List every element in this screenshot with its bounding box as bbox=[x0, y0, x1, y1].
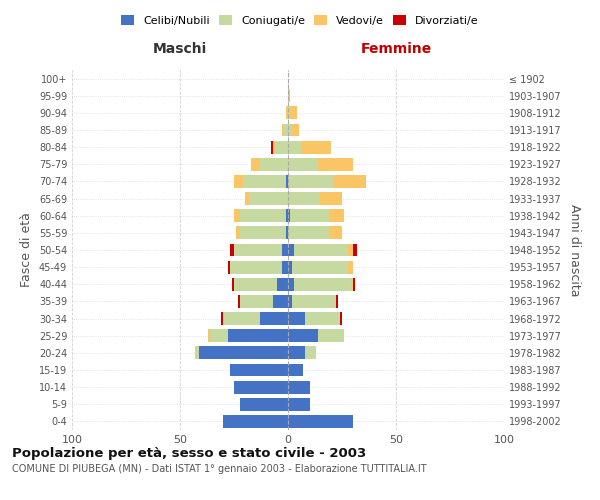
Bar bbox=[288, 278, 295, 290]
Bar bbox=[353, 244, 357, 256]
Bar bbox=[271, 140, 273, 153]
Bar bbox=[281, 124, 284, 136]
Bar bbox=[241, 226, 286, 239]
Bar bbox=[241, 398, 288, 410]
Bar bbox=[230, 260, 281, 274]
Bar bbox=[251, 158, 260, 170]
Bar bbox=[245, 192, 249, 205]
Bar bbox=[286, 210, 288, 222]
Bar bbox=[273, 140, 275, 153]
Bar bbox=[288, 244, 295, 256]
Bar bbox=[295, 278, 350, 290]
Y-axis label: Fasce di età: Fasce di età bbox=[20, 212, 33, 288]
Bar bbox=[238, 295, 241, 308]
Bar bbox=[227, 260, 230, 274]
Bar bbox=[234, 210, 241, 222]
Bar bbox=[288, 415, 353, 428]
Bar bbox=[290, 106, 296, 120]
Bar bbox=[234, 278, 277, 290]
Bar bbox=[288, 124, 292, 136]
Bar bbox=[223, 415, 288, 428]
Bar bbox=[281, 244, 288, 256]
Bar bbox=[281, 260, 288, 274]
Bar bbox=[208, 330, 210, 342]
Bar bbox=[288, 330, 318, 342]
Bar bbox=[236, 226, 241, 239]
Legend: Celibi/Nubili, Coniugati/e, Vedovi/e, Divorziati/e: Celibi/Nubili, Coniugati/e, Vedovi/e, Di… bbox=[117, 10, 483, 30]
Bar bbox=[335, 295, 338, 308]
Bar bbox=[288, 192, 320, 205]
Bar bbox=[288, 364, 303, 376]
Bar bbox=[288, 260, 292, 274]
Bar bbox=[230, 364, 288, 376]
Bar bbox=[288, 295, 292, 308]
Bar bbox=[234, 380, 288, 394]
Bar bbox=[320, 192, 342, 205]
Bar bbox=[232, 278, 234, 290]
Bar bbox=[288, 380, 310, 394]
Bar bbox=[288, 90, 290, 102]
Bar bbox=[241, 295, 273, 308]
Text: Popolazione per età, sesso e stato civile - 2003: Popolazione per età, sesso e stato civil… bbox=[12, 448, 366, 460]
Bar bbox=[286, 106, 288, 120]
Bar bbox=[277, 278, 288, 290]
Text: COMUNE DI PIUBEGA (MN) - Dati ISTAT 1° gennaio 2003 - Elaborazione TUTTITALIA.IT: COMUNE DI PIUBEGA (MN) - Dati ISTAT 1° g… bbox=[12, 464, 427, 474]
Bar bbox=[349, 244, 353, 256]
Bar bbox=[288, 106, 290, 120]
Bar bbox=[288, 210, 290, 222]
Bar bbox=[234, 175, 242, 188]
Bar bbox=[199, 346, 288, 360]
Bar bbox=[234, 244, 281, 256]
Bar bbox=[305, 346, 316, 360]
Bar bbox=[295, 244, 349, 256]
Bar bbox=[227, 330, 288, 342]
Bar bbox=[292, 124, 299, 136]
Bar bbox=[288, 398, 310, 410]
Y-axis label: Anni di nascita: Anni di nascita bbox=[568, 204, 581, 296]
Bar bbox=[242, 175, 286, 188]
Bar bbox=[340, 312, 342, 325]
Bar bbox=[260, 158, 288, 170]
Bar bbox=[288, 226, 329, 239]
Bar bbox=[260, 312, 288, 325]
Bar bbox=[288, 175, 334, 188]
Bar bbox=[329, 210, 344, 222]
Bar bbox=[221, 312, 223, 325]
Bar bbox=[288, 346, 305, 360]
Text: Femmine: Femmine bbox=[361, 42, 431, 56]
Bar bbox=[288, 312, 305, 325]
Bar bbox=[318, 330, 344, 342]
Bar bbox=[286, 226, 288, 239]
Bar bbox=[286, 175, 288, 188]
Bar bbox=[334, 175, 366, 188]
Bar bbox=[210, 330, 227, 342]
Bar bbox=[290, 210, 329, 222]
Bar bbox=[288, 140, 301, 153]
Text: Maschi: Maschi bbox=[153, 42, 207, 56]
Bar bbox=[349, 260, 353, 274]
Bar bbox=[301, 140, 331, 153]
Bar bbox=[318, 158, 353, 170]
Bar bbox=[241, 210, 286, 222]
Bar bbox=[273, 295, 288, 308]
Bar bbox=[353, 278, 355, 290]
Bar bbox=[329, 226, 342, 239]
Bar bbox=[305, 312, 340, 325]
Bar bbox=[195, 346, 199, 360]
Bar bbox=[284, 124, 288, 136]
Bar bbox=[292, 295, 335, 308]
Bar bbox=[350, 278, 353, 290]
Bar bbox=[249, 192, 288, 205]
Bar bbox=[230, 244, 234, 256]
Bar bbox=[223, 312, 260, 325]
Bar bbox=[288, 158, 318, 170]
Bar bbox=[292, 260, 349, 274]
Bar bbox=[275, 140, 288, 153]
